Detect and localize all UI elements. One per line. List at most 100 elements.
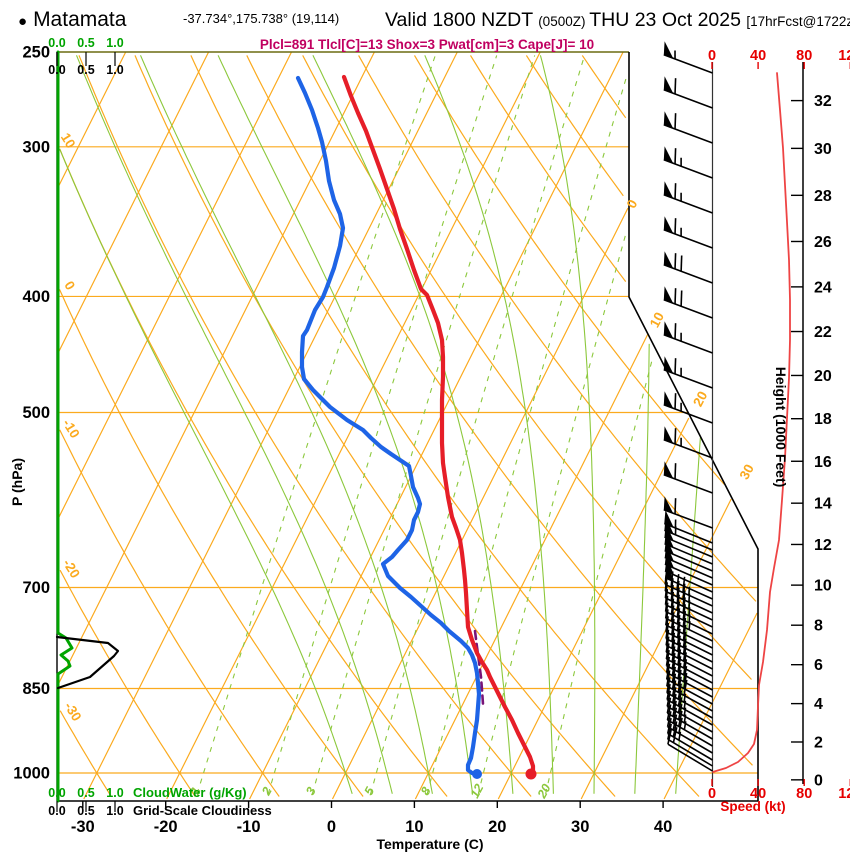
speed-axis-label: Speed (kt) xyxy=(720,799,785,814)
cloudiness-scale-label-top: 0.5 xyxy=(77,63,94,77)
station-coords: -37.734°,175.738° (19,114) xyxy=(183,11,339,26)
speed-tick-label-top: 40 xyxy=(750,48,766,64)
dry-adiabat-line xyxy=(246,55,753,766)
cloudiness-axis-label: Grid-Scale Cloudiness xyxy=(133,803,272,818)
wind-barb xyxy=(663,146,713,179)
mixing-ratio-line xyxy=(196,55,436,795)
moist-adiabat-line xyxy=(217,55,474,794)
temperature-axis-label: Temperature (C) xyxy=(376,836,483,852)
temperature-tick-label: -10 xyxy=(237,818,261,836)
dry-adiabat-line xyxy=(59,429,280,797)
temperature-tick-label: -30 xyxy=(71,818,95,836)
sounding-profiles xyxy=(55,50,791,803)
wind-barb xyxy=(667,723,713,767)
pressure-tick-label: 300 xyxy=(22,138,50,156)
speed-tick-label-bottom: 120 xyxy=(838,786,850,802)
cloudwater-scale-label-top: 0.5 xyxy=(77,36,94,50)
speed-tick-label-bottom: 0 xyxy=(708,786,716,802)
isotherm-label: 0 xyxy=(624,197,641,211)
height-tick-label: 26 xyxy=(814,234,832,251)
wind-barb xyxy=(663,391,713,424)
cloudwater-axis-label: CloudWater (g/Kg) xyxy=(133,785,247,800)
wind-barb xyxy=(663,426,713,459)
temperature-curve xyxy=(341,74,536,774)
isotherm-line xyxy=(57,51,127,188)
cloudwater-scale-label-bottom: 0.5 xyxy=(77,786,94,800)
isotherm-line xyxy=(83,51,458,800)
moist-adiabat-line xyxy=(139,55,433,794)
isotherm-line xyxy=(580,498,732,800)
height-tick-label: 28 xyxy=(814,188,832,205)
pressure-tick-label: 500 xyxy=(22,404,50,422)
dry-adiabat-label: -30 xyxy=(61,699,84,723)
wind-barb xyxy=(663,181,713,214)
height-tick-label: 12 xyxy=(814,537,832,554)
mixing-ratio-line xyxy=(370,55,586,795)
dry-adiabat-line xyxy=(134,55,616,797)
parcel-path xyxy=(473,629,485,706)
cloudwater-scale-label-bottom: 1.0 xyxy=(106,786,123,800)
moist-adiabat-line xyxy=(539,55,596,794)
dry-adiabat-line xyxy=(78,55,532,797)
height-tick-label: 0 xyxy=(814,772,823,789)
pressure-tick-label: 700 xyxy=(22,579,50,597)
dry-adiabat-label: 0 xyxy=(61,278,78,292)
temperature-tick-label: -20 xyxy=(154,818,178,836)
isotherm-label: 30 xyxy=(737,462,757,482)
cloudiness-scale-label-bottom: 0.5 xyxy=(77,804,94,818)
height-tick-label: 16 xyxy=(814,454,832,471)
isotherm-line xyxy=(663,612,758,800)
pressure-tick-label: 400 xyxy=(22,288,50,306)
mixing-ratio-line xyxy=(311,55,536,795)
moist-adiabat-line xyxy=(312,55,514,794)
cloudiness-scale-label-bottom: 0.0 xyxy=(48,804,65,818)
pressure-axis-label: P (hPa) xyxy=(9,458,25,506)
wind-barbs xyxy=(663,41,713,772)
valid-time: Valid 1800 NZDT (0500Z) THU 23 Oct 2025 … xyxy=(385,9,850,31)
dry-adiabat-line xyxy=(469,55,627,282)
temperature-tick-label: 40 xyxy=(654,818,672,836)
dry-adiabat-line xyxy=(58,289,364,797)
dewpoint-curve xyxy=(295,75,482,776)
page-title: ● Matamata xyxy=(18,8,127,31)
cloudwater-scale-label-top: 1.0 xyxy=(106,36,123,50)
isotherm-label: 20 xyxy=(690,389,710,409)
temperature-tick-label: 0 xyxy=(327,818,336,836)
height-tick-label: 22 xyxy=(814,324,832,341)
speed-tick-label-top: 120 xyxy=(838,48,850,64)
height-tick-label: 2 xyxy=(814,734,823,751)
surface-temperature-dot xyxy=(525,768,537,780)
cloudwater-scale-label-top: 0.0 xyxy=(48,36,65,50)
bullet-icon: ● xyxy=(18,13,27,30)
dry-adiabat-line xyxy=(581,55,627,119)
wind-barb xyxy=(663,496,713,529)
cloudiness-scale-label-top: 1.0 xyxy=(106,63,123,77)
mixing-ratio-label: 5 xyxy=(362,784,378,798)
height-tick-label: 14 xyxy=(814,496,832,513)
isotherm-line xyxy=(249,51,624,800)
isotherm-line xyxy=(56,51,293,521)
plot-border-right xyxy=(628,52,759,801)
cloudwater-scale-label-bottom: 0.0 xyxy=(48,786,65,800)
isotherm-line xyxy=(57,51,375,686)
wind-barb xyxy=(663,41,713,74)
height-tick-label: 6 xyxy=(814,657,823,674)
moist-adiabat-line xyxy=(75,55,393,794)
cloudiness-profile xyxy=(55,635,120,690)
temperature-tick-label: 30 xyxy=(571,818,589,836)
height-tick-label: 30 xyxy=(814,141,832,158)
height-tick-label: 8 xyxy=(814,618,823,635)
height-tick-label: 24 xyxy=(814,279,832,296)
dry-adiabat-line xyxy=(59,569,196,797)
isotherm-line xyxy=(497,417,690,800)
temperature-tick-label: 10 xyxy=(405,818,423,836)
height-tick-label: 18 xyxy=(814,411,832,428)
stability-params-line: Plcl=891 Tlcl[C]=13 Shox=3 Pwat[cm]=3 Ca… xyxy=(260,37,594,52)
mixing-ratio-line xyxy=(477,232,627,795)
speed-tick-label-bottom: 40 xyxy=(750,786,766,802)
height-tick-label: 20 xyxy=(814,368,832,385)
height-tick-label: 10 xyxy=(814,578,832,595)
